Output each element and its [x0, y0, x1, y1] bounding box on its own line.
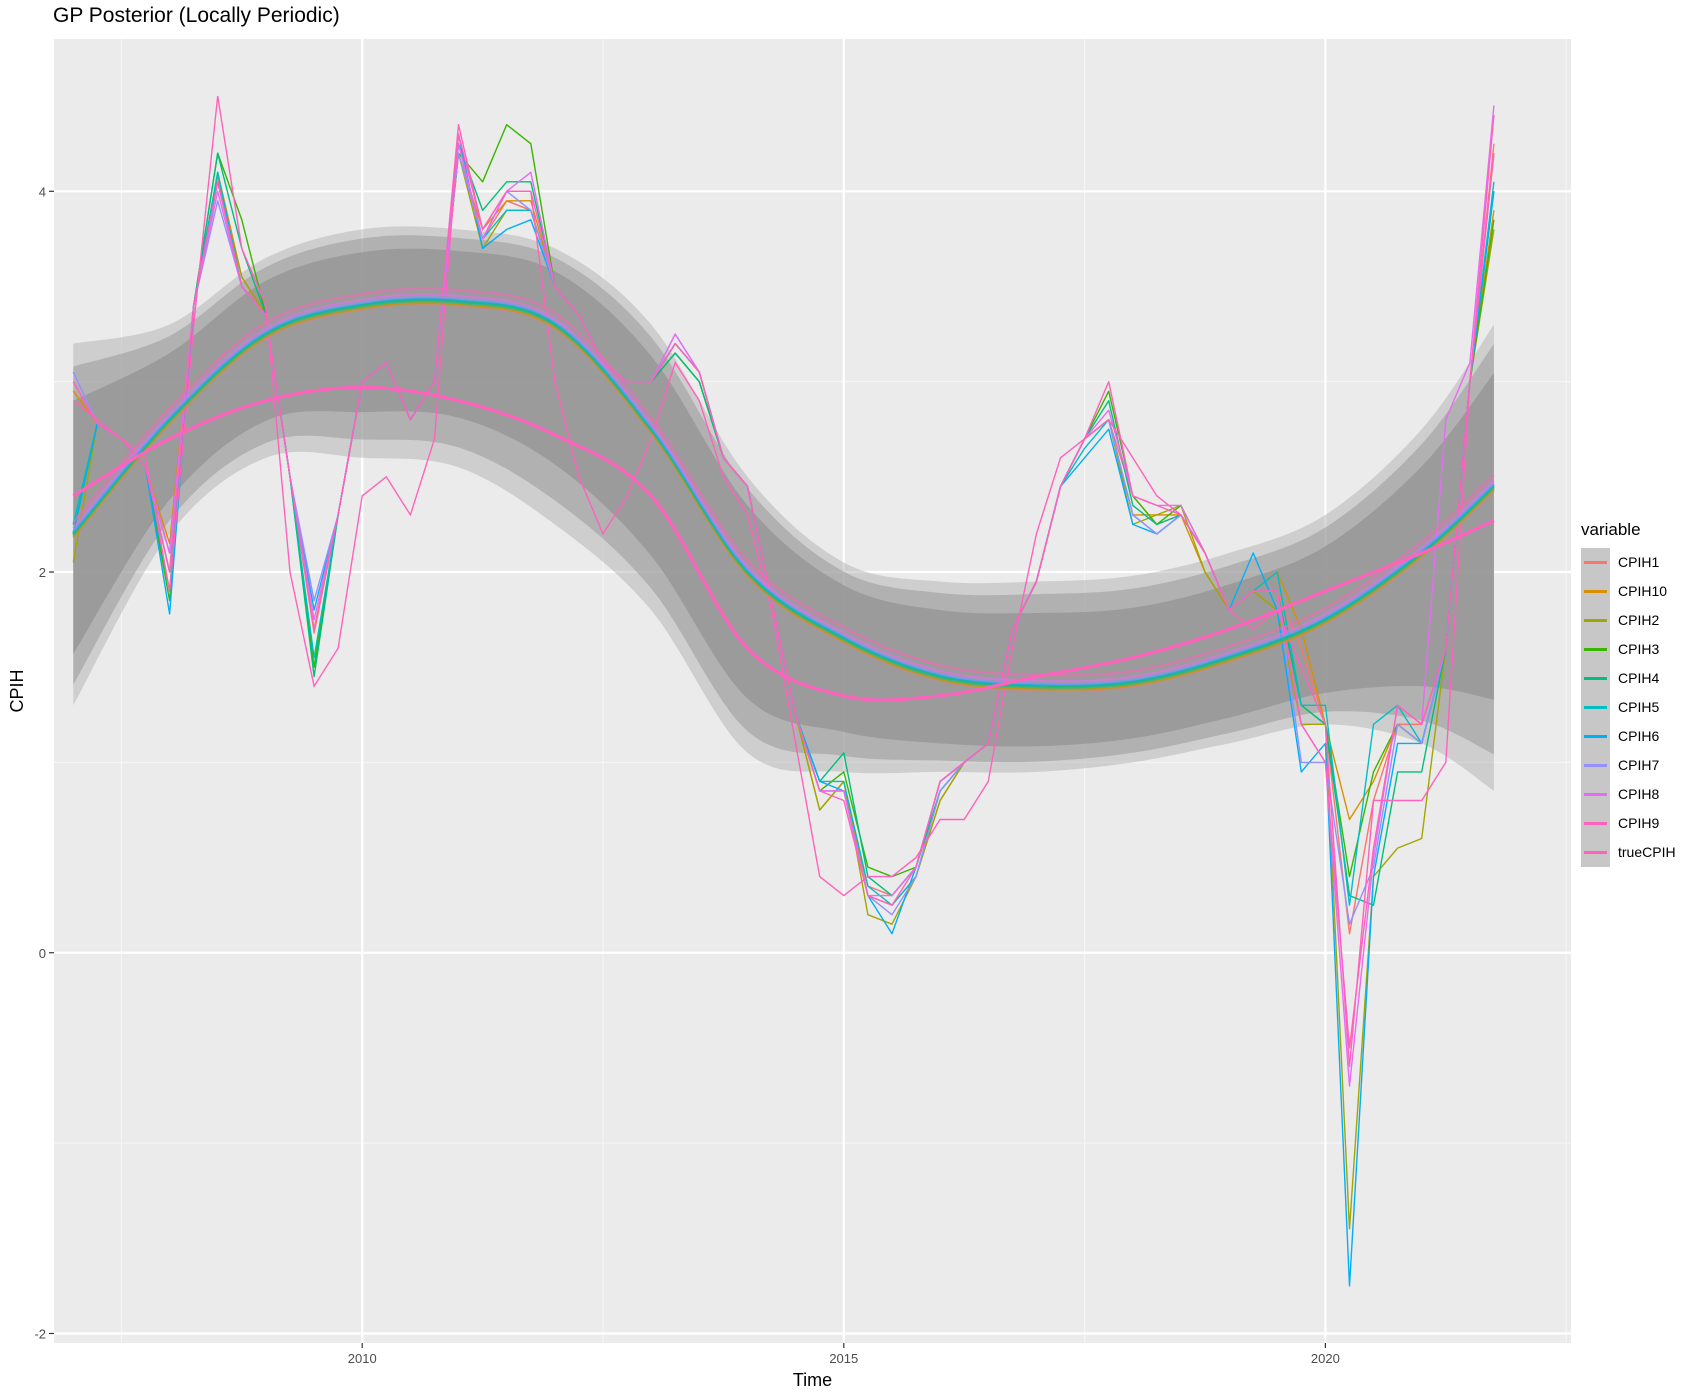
axes: 2010 2015 2020 -2 0 2 4 Time CPIH	[7, 184, 1340, 1390]
posterior-mean-cpih7	[72, 295, 1495, 686]
legend-item-cpih8: CPIH8	[1581, 780, 1659, 809]
posterior-mean-cpih9	[72, 287, 1495, 677]
y-tick-label: 4	[39, 184, 46, 199]
legend-item-cpih10: CPIH10	[1581, 577, 1667, 606]
legend-item-cpih1: CPIH1	[1581, 548, 1659, 577]
y-tick-label: 2	[39, 565, 46, 580]
legend-label: trueCPIH	[1618, 844, 1676, 860]
series-line-cpih9	[72, 115, 1495, 1049]
legend-label: CPIH2	[1618, 612, 1659, 628]
legend-item-cpih4: CPIH4	[1581, 664, 1659, 693]
legend-label: CPIH3	[1618, 641, 1659, 657]
x-tick-label: 2020	[1311, 1351, 1340, 1366]
posterior-mean-cpih8	[72, 293, 1495, 683]
y-tick-label: 0	[39, 946, 46, 961]
legend-item-cpih3: CPIH3	[1581, 635, 1659, 664]
legend-item-cpih2: CPIH2	[1581, 606, 1659, 635]
y-tick-label: -2	[34, 1326, 46, 1341]
legend-item-truecpih: trueCPIH	[1581, 838, 1676, 867]
posterior-mean-truecpih	[72, 385, 1495, 702]
posterior-band	[73, 226, 1494, 791]
legend-label: CPIH5	[1618, 699, 1659, 715]
legend-label: CPIH8	[1618, 786, 1659, 802]
x-tick-label: 2010	[348, 1351, 377, 1366]
legend-item-cpih7: CPIH7	[1581, 751, 1659, 780]
legend-title: variable	[1581, 520, 1641, 539]
y-axis-title: CPIH	[7, 669, 27, 712]
posterior-mean-cpih2	[72, 301, 1495, 691]
legend-label: CPIH9	[1618, 815, 1659, 831]
legend-label: CPIH4	[1618, 670, 1659, 686]
series-lines	[72, 95, 1495, 1287]
legend: variable CPIH1 CPIH10 CPIH2 CPIH3 CPIH4 CPIH5 C…	[1581, 520, 1676, 867]
x-axis-title: Time	[793, 1370, 832, 1390]
legend-item-cpih6: CPIH6	[1581, 722, 1659, 751]
legend-label: CPIH6	[1618, 728, 1659, 744]
legend-item-cpih9: CPIH9	[1581, 809, 1659, 838]
legend-label: CPIH7	[1618, 757, 1659, 773]
legend-label: CPIH1	[1618, 554, 1659, 570]
posterior-mean-cpih5	[72, 299, 1495, 689]
posterior-band-inner	[73, 248, 1494, 747]
chart-title: GP Posterior (Locally Periodic)	[53, 4, 340, 27]
legend-label: CPIH10	[1618, 583, 1667, 599]
x-tick-label: 2015	[829, 1351, 858, 1366]
legend-item-cpih5: CPIH5	[1581, 693, 1659, 722]
